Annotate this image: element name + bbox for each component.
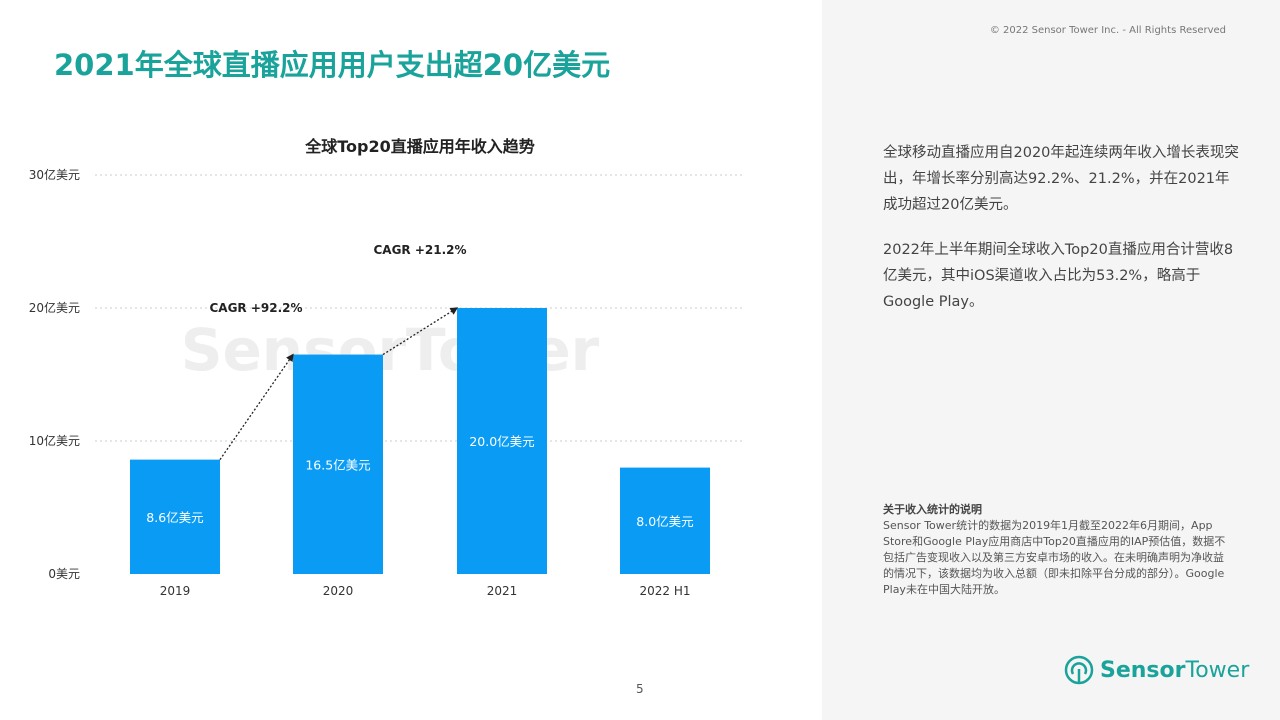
slide-main: 2021年全球直播应用用户支出超20亿美元 SensorTower 全球Top2… (28, 48, 745, 696)
x-tick-label: 2020 (323, 584, 354, 598)
chart-title: 全球Top20直播应用年收入趋势 (304, 137, 535, 156)
bar (130, 459, 220, 574)
bar-chart: SensorTower 全球Top20直播应用年收入趋势 0美元10亿美元20亿… (29, 137, 745, 598)
bar (457, 308, 547, 574)
data-label: 8.0亿美元 (636, 514, 693, 529)
logo-text: SensorTower (1100, 657, 1250, 683)
note-body: Sensor Tower统计的数据为2019年1月截至2022年6月期间，App… (883, 519, 1226, 596)
data-label: 20.0亿美元 (469, 434, 534, 449)
page-number: 5 (636, 682, 644, 696)
y-tick-label: 30亿美元 (29, 167, 80, 182)
sensor-tower-logo-icon (1064, 655, 1094, 685)
sidebar: © 2022 Sensor Tower Inc. - All Rights Re… (822, 0, 1280, 720)
cagr-arrow (219, 353, 294, 460)
note-title: 关于收入统计的说明 (883, 503, 982, 516)
sensor-tower-logo: SensorTower (1064, 655, 1249, 685)
data-label: 16.5亿美元 (305, 457, 370, 472)
y-tick-label: 0美元 (48, 567, 80, 581)
bar (293, 354, 383, 574)
x-tick-label: 2019 (160, 584, 191, 598)
y-tick-label: 10亿美元 (29, 433, 80, 448)
cagr-arrow (382, 307, 459, 356)
summary-paragraph-2: 2022年上半年期间全球收入Top20直播应用合计营收8亿美元，其中iOS渠道收… (883, 242, 1234, 310)
page-title: 2021年全球直播应用用户支出超20亿美元 (54, 48, 611, 82)
cagr-label: CAGR +21.2% (373, 243, 466, 257)
copyright: © 2022 Sensor Tower Inc. - All Rights Re… (989, 25, 1226, 36)
note: 关于收入统计的说明 Sensor Tower统计的数据为2019年1月截至202… (883, 502, 1233, 598)
cagr-label: CAGR +92.2% (209, 301, 302, 315)
summary-paragraph-1: 全球移动直播应用自2020年起连续两年收入增长表现突出，年增长率分别高达92.2… (883, 145, 1239, 213)
x-tick-label: 2022 H1 (639, 584, 690, 598)
y-tick-label: 20亿美元 (29, 300, 80, 315)
x-tick-label: 2021 (487, 584, 518, 598)
data-label: 8.6亿美元 (146, 510, 203, 525)
bar (620, 467, 710, 574)
